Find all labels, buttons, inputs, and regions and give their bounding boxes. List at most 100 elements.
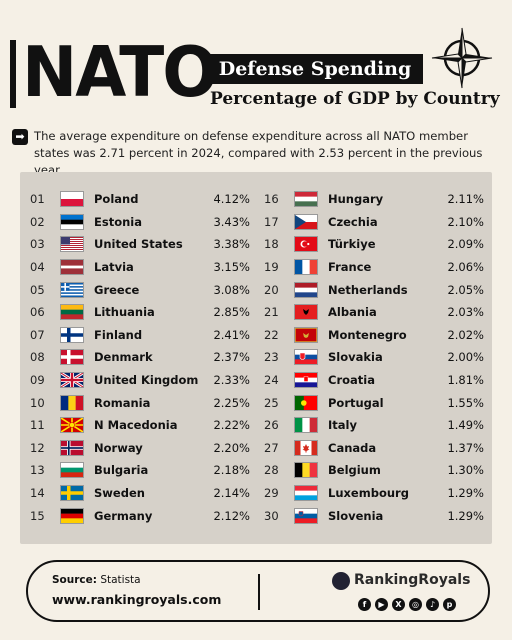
gdp-percentage: 2.37%: [213, 350, 250, 365]
table-row: 03 United States 3.38%: [30, 233, 250, 256]
rank: 30: [264, 508, 279, 523]
header: NATO Defense Spending Percentage of GDP …: [0, 0, 512, 120]
flag-latvia-icon: [60, 259, 84, 276]
country-name: Estonia: [94, 214, 142, 229]
table-row: 12 Norway 2.20%: [30, 437, 250, 460]
flag-united-kingdom-icon: [60, 372, 84, 389]
gdp-percentage: 1.49%: [447, 418, 484, 433]
flag-albania-icon: [294, 304, 318, 321]
gdp-percentage: 3.15%: [213, 260, 250, 275]
country-name: Sweden: [94, 486, 145, 501]
gdp-percentage: 1.81%: [447, 373, 484, 388]
country-name: Croatia: [328, 373, 375, 388]
country-name: Slovakia: [328, 350, 383, 365]
country-name: Germany: [94, 508, 153, 523]
flag-canada-icon: [294, 439, 318, 456]
flag-norway-icon: [60, 439, 84, 456]
gdp-percentage: 1.37%: [447, 440, 484, 455]
rank: 05: [30, 282, 45, 297]
gdp-percentage: 2.09%: [447, 237, 484, 252]
gdp-percentage: 2.20%: [213, 440, 250, 455]
rank: 24: [264, 373, 279, 388]
compass-star-icon: [431, 27, 493, 89]
arrow-right-icon: ➡: [12, 129, 28, 145]
source: Source: Statista: [52, 574, 141, 586]
table-row: 20 Netherlands 2.05%: [264, 278, 484, 301]
gdp-percentage: 2.06%: [447, 260, 484, 275]
rank: 06: [30, 305, 45, 320]
country-name: Albania: [328, 305, 377, 320]
title-badge: Defense Spending: [207, 54, 423, 84]
table-row: 23 Slovakia 2.00%: [264, 346, 484, 369]
table-row: 17 Czechia 2.10%: [264, 211, 484, 234]
gdp-percentage: 2.12%: [213, 508, 250, 523]
rank: 26: [264, 418, 279, 433]
flag-portugal-icon: [294, 394, 318, 411]
country-name: United States: [94, 237, 183, 252]
rank: 14: [30, 486, 45, 501]
gdp-percentage: 2.33%: [213, 373, 250, 388]
gdp-percentage: 1.29%: [447, 486, 484, 501]
pinterest-icon[interactable]: p: [443, 598, 456, 611]
x-icon[interactable]: X: [392, 598, 405, 611]
table-row: 22 Montenegro 2.02%: [264, 324, 484, 347]
gdp-percentage: 2.00%: [447, 350, 484, 365]
rank: 25: [264, 395, 279, 410]
rank: 07: [30, 327, 45, 342]
rank: 21: [264, 305, 279, 320]
flag-n-macedonia-icon: [60, 417, 84, 434]
gdp-percentage: 2.05%: [447, 282, 484, 297]
ranking-table: 01 Poland 4.12% 02 Estonia 3.43% 03 United Stat…: [20, 172, 492, 544]
rank: 09: [30, 373, 45, 388]
table-row: 06 Lithuania 2.85%: [30, 301, 250, 324]
flag-luxembourg-icon: [294, 485, 318, 502]
flag-t-rkiye-icon: [294, 236, 318, 253]
rank: 19: [264, 260, 279, 275]
subtitle: Percentage of GDP by Country: [210, 89, 500, 109]
country-name: Lithuania: [94, 305, 155, 320]
country-name: Finland: [94, 327, 143, 342]
flag-czechia-icon: [294, 213, 318, 230]
country-name: Czechia: [328, 214, 378, 229]
country-name: Portugal: [328, 395, 384, 410]
table-row: 11 N Macedonia 2.22%: [30, 414, 250, 437]
table-row: 18 Türkiye 2.09%: [264, 233, 484, 256]
intro: ➡ The average expenditure on defense exp…: [12, 128, 502, 177]
country-name: Italy: [328, 418, 357, 433]
rank: 08: [30, 350, 45, 365]
country-name: Montenegro: [328, 327, 407, 342]
gdp-percentage: 2.18%: [213, 463, 250, 478]
table-row: 04 Latvia 3.15%: [30, 256, 250, 279]
footer: Source: Statista www.rankingroyals.com R…: [26, 560, 490, 622]
flag-netherlands-icon: [294, 281, 318, 298]
country-name: Norway: [94, 440, 143, 455]
country-name: Denmark: [94, 350, 153, 365]
footer-divider: [258, 574, 260, 610]
table-row: 08 Denmark 2.37%: [30, 346, 250, 369]
flag-slovenia-icon: [294, 507, 318, 524]
flag-greece-icon: [60, 281, 84, 298]
gdp-percentage: 2.03%: [447, 305, 484, 320]
rank: 12: [30, 440, 45, 455]
table-row: 24 Croatia 1.81%: [264, 369, 484, 392]
instagram-icon[interactable]: ◎: [409, 598, 422, 611]
youtube-icon[interactable]: ▶: [375, 598, 388, 611]
flag-belgium-icon: [294, 462, 318, 479]
rank: 28: [264, 463, 279, 478]
country-name: Netherlands: [328, 282, 408, 297]
rank: 03: [30, 237, 45, 252]
source-label: Source:: [52, 574, 97, 586]
table-row: 21 Albania 2.03%: [264, 301, 484, 324]
rank: 16: [264, 192, 279, 207]
facebook-icon[interactable]: f: [358, 598, 371, 611]
table-row: 09 United Kingdom 2.33%: [30, 369, 250, 392]
tiktok-icon[interactable]: ♪: [426, 598, 439, 611]
table-row: 02 Estonia 3.43%: [30, 211, 250, 234]
gdp-percentage: 2.11%: [447, 192, 484, 207]
website-link[interactable]: www.rankingroyals.com: [52, 592, 222, 607]
flag-poland-icon: [60, 191, 84, 208]
ranking-column-right: 16 Hungary 2.11% 17 Czechia 2.10% 18 Türkiye 2.0…: [264, 188, 484, 527]
flag-hungary-icon: [294, 191, 318, 208]
gdp-percentage: 2.22%: [213, 418, 250, 433]
source-value: Statista: [100, 574, 141, 586]
